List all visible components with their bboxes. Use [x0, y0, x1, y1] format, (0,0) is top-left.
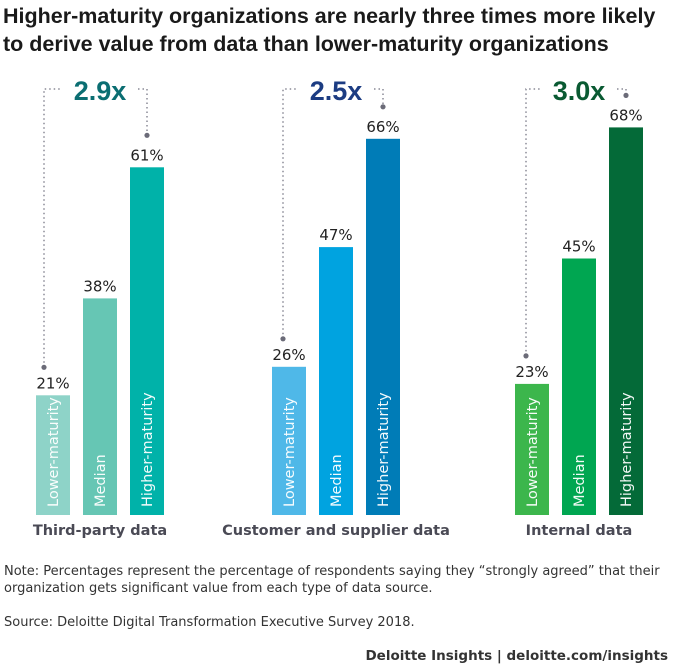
- bracket-right: [374, 88, 384, 107]
- data-label: 26%: [272, 346, 305, 364]
- data-label: 23%: [515, 363, 548, 381]
- bar: [319, 247, 353, 515]
- bracket-dot: [41, 364, 47, 370]
- data-label: 47%: [319, 226, 352, 244]
- bar: [515, 383, 549, 515]
- bar-chart: 21% Lower-maturity 38% Median 61% Higher-matu…: [33, 76, 643, 539]
- bar-series-label: Lower-maturity: [46, 397, 62, 507]
- chart-title: Higher-maturity organizations are nearly…: [3, 4, 656, 56]
- bracket-right: [138, 88, 148, 136]
- data-label: 61%: [130, 146, 163, 164]
- bar: [562, 258, 596, 515]
- bar-series-label: Median: [572, 454, 588, 507]
- chart-note: Note: Percentages represent the percenta…: [4, 564, 660, 596]
- bar-series-label: Median: [329, 454, 345, 507]
- bar-series-label: Higher-maturity: [619, 392, 635, 507]
- bracket-left: [525, 88, 541, 356]
- footer-credit: Deloitte Insights | deloitte.com/insight…: [365, 648, 668, 664]
- bar-series-label: Median: [93, 454, 109, 507]
- multiplier-label: 2.5x: [310, 76, 363, 106]
- data-label: 21%: [36, 374, 69, 392]
- multiplier-label: 3.0x: [553, 76, 606, 106]
- bracket-left: [282, 88, 298, 339]
- bar: [609, 127, 643, 516]
- bar: [272, 366, 306, 515]
- bar: [366, 138, 400, 516]
- multiplier-label: 2.9x: [74, 76, 127, 106]
- category-label: Customer and supplier data: [222, 523, 450, 539]
- bracket-dot: [380, 104, 386, 110]
- bracket-dot: [623, 92, 629, 98]
- bracket-left: [43, 88, 62, 368]
- chart-source: Source: Deloitte Digital Transformation …: [4, 615, 415, 630]
- bracket-dot: [280, 336, 286, 342]
- bar: [130, 167, 164, 516]
- data-label: 66%: [366, 118, 399, 136]
- bracket-right: [617, 88, 627, 96]
- bar-series-label: Lower-maturity: [282, 397, 298, 507]
- category-label: Internal data: [526, 523, 633, 539]
- bar: [36, 395, 70, 515]
- bar-series-label: Lower-maturity: [525, 397, 541, 507]
- data-label: 68%: [609, 106, 642, 124]
- data-label: 38%: [83, 277, 116, 295]
- data-label: 45%: [562, 238, 595, 256]
- bracket-dot: [144, 132, 150, 138]
- bar-series-label: Higher-maturity: [140, 392, 156, 507]
- category-label: Third-party data: [33, 523, 167, 539]
- bar-series-label: Higher-maturity: [376, 392, 392, 507]
- bracket-dot: [523, 353, 529, 359]
- bar: [83, 298, 117, 515]
